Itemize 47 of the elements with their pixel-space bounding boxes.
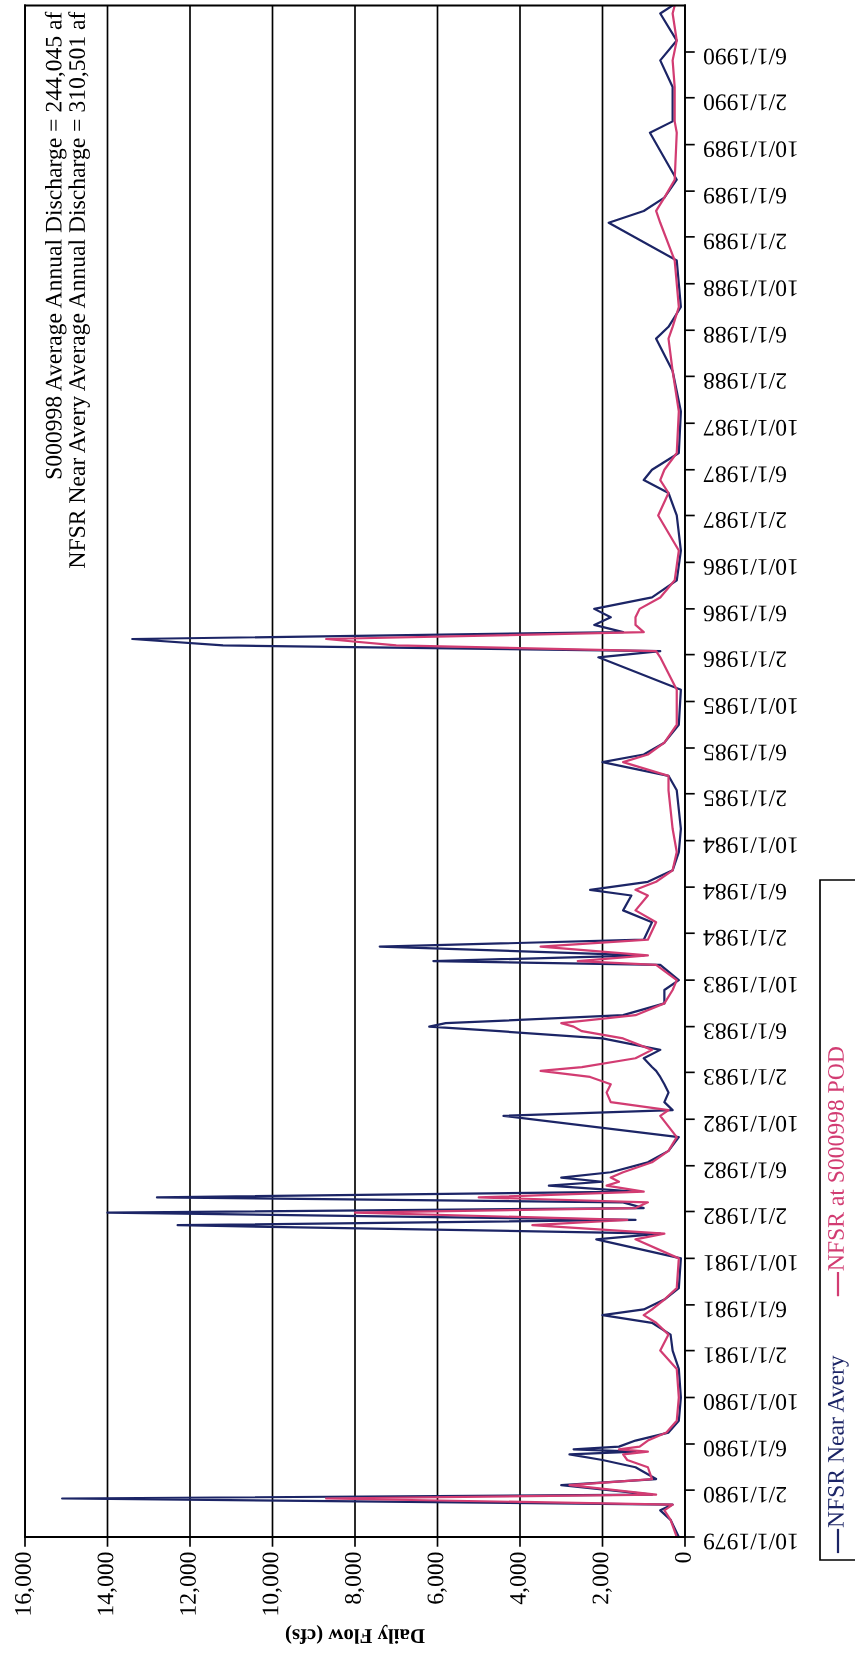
x-tick-label: 6,000	[427, 1552, 447, 1604]
x-tick-label: 0	[674, 1552, 691, 1563]
y-tick-label: 2/1/1989	[704, 233, 786, 250]
x-tick-label: 10,000	[262, 1552, 282, 1615]
y-tick-label: 2/1/1985	[703, 790, 786, 807]
y-tick-label: 6/1/1988	[703, 326, 786, 343]
y-tick-label: 10/1/1988	[703, 280, 797, 297]
y-tick-label: 6/1/1990	[703, 48, 786, 65]
y-tick-label: 10/1/1989	[704, 141, 797, 158]
annotation: S000998 Average Annual Discharge = 244,045 af	[44, 11, 67, 479]
y-tick-label: 10/1/1987	[703, 419, 797, 436]
y-tick-label: 6/1/1986	[703, 605, 786, 622]
x-tick-label: 2,000	[592, 1552, 612, 1604]
y-tick-label: 10/1/1982	[704, 1115, 797, 1132]
y-tick-label: 2/1/1981	[704, 1347, 786, 1364]
y-tick-label: 2/1/1983	[703, 1068, 786, 1085]
y-tick-label: 2/1/1980	[703, 1486, 786, 1503]
y-tick-label: 2/1/1986	[703, 651, 786, 668]
y-tick-label: 10/1/1980	[703, 1394, 797, 1411]
y-tick-label: 10/1/1983	[703, 976, 797, 993]
y-tick-label: 6/1/1987	[703, 466, 786, 483]
y-tick-label: 2/1/1988	[703, 372, 786, 389]
x-tick-label: 14,000	[97, 1552, 117, 1615]
x-tick-label: 4,000	[509, 1552, 530, 1605]
annotation: NFSR Near Avery Average Annual Discharge = 310,501 af	[68, 11, 90, 568]
text: NFSR Near Avery	[827, 1355, 849, 1528]
y-tick-label: 2/1/1990	[703, 94, 786, 111]
x-axis-title: Daily Flow (cfs)	[285, 1624, 425, 1645]
y-tick-label: 6/1/1985	[703, 744, 786, 761]
y-tick-label: 6/1/1984	[703, 883, 786, 900]
y-tick-label: 6/1/1983	[703, 1023, 786, 1040]
y-tick-label: 10/1/1984	[703, 837, 797, 854]
y-tick-label: 6/1/1989	[704, 187, 786, 204]
y-tick-label: 2/1/1984	[703, 929, 786, 946]
y-tick-label: 10/1/1979	[704, 1533, 797, 1550]
text: NFSR at S000998 POD	[827, 1047, 844, 1271]
y-tick-label: 10/1/1981	[704, 1254, 797, 1271]
y-tick-label: 6/1/1981	[704, 1301, 786, 1318]
y-tick-label: 10/1/1985	[703, 698, 797, 715]
x-tick-label: 16,000	[14, 1552, 35, 1615]
y-tick-label: 2/1/1987	[703, 512, 786, 529]
y-tick-label: 2/1/1982	[704, 1208, 786, 1225]
x-tick-label: 8,000	[344, 1552, 365, 1604]
y-tick-label: 10/1/1986	[703, 558, 797, 575]
y-tick-label: 6/1/1980	[703, 1440, 786, 1457]
x-tick-label: 12,000	[179, 1552, 200, 1615]
y-tick-label: 6/1/1982	[704, 1162, 786, 1179]
